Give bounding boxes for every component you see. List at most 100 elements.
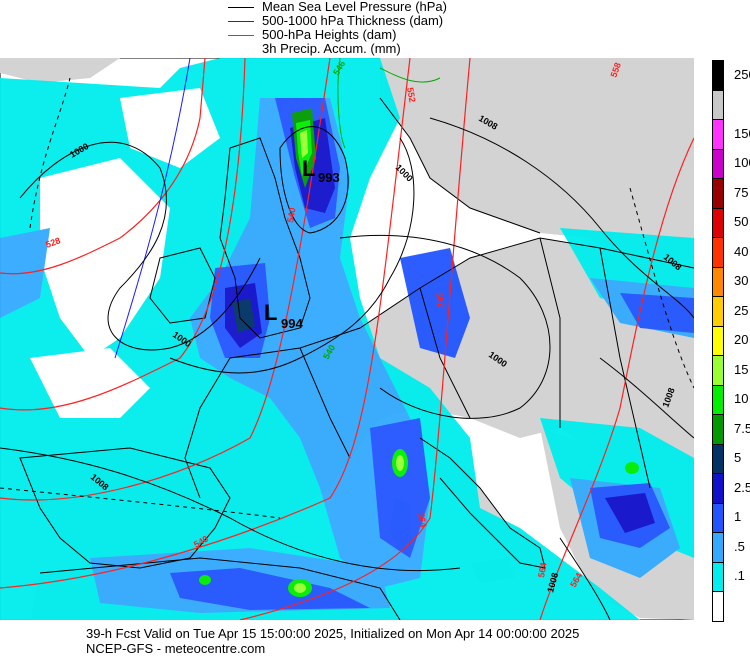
precip-area-5mm	[232, 298, 255, 333]
land-iceland	[0, 58, 120, 83]
legend-label: 500-1000 hPa Thickness (dam)	[262, 13, 444, 28]
height-label: 540	[285, 207, 297, 224]
colorbar-label: 2.5	[734, 479, 750, 495]
height-contour-528	[0, 58, 206, 275]
precip-shading	[0, 58, 694, 620]
colorbar-label: 40	[734, 243, 749, 259]
colorbar-label: 30	[734, 273, 749, 289]
colorbar-swatch	[712, 207, 724, 238]
precip-area-1mm-de	[400, 248, 470, 358]
coastlines	[19, 97, 694, 620]
colorbar-swatch	[712, 89, 724, 120]
height-contour-552	[0, 58, 331, 501]
coast-italy	[419, 437, 546, 569]
dashed-line-atlantic	[29, 77, 71, 229]
isobars	[0, 117, 694, 620]
colorbar-swatch	[712, 355, 724, 386]
colorbar-swatch	[712, 443, 724, 474]
colorbar-swatch	[712, 60, 724, 91]
weather-map: 1000 1000 1000 1008 1000 1008 1008 1008 …	[0, 58, 694, 620]
precip-cell-sardinia-core	[396, 455, 404, 471]
low-center-channel: L 994	[264, 300, 303, 331]
legend-item-precip: 3h Precip. Accum. (mm)	[228, 42, 447, 56]
height-label: 558	[608, 61, 623, 79]
isobar-1000-east	[339, 234, 551, 419]
border-lines	[299, 237, 651, 489]
dashed-lines	[0, 77, 694, 519]
thickness-contour-1	[114, 58, 191, 359]
dashed-line-east	[629, 187, 694, 389]
dry-area-biscay	[30, 348, 150, 418]
precip-area-2mm-balkan	[605, 493, 655, 533]
height-label: 552	[434, 292, 446, 309]
precip-cell-morocco	[199, 575, 211, 585]
colorbar-label: 1	[734, 509, 742, 525]
low-letter: L	[302, 156, 315, 181]
isobar-1000-center	[169, 137, 415, 374]
colorbar-swatch	[712, 119, 724, 150]
isobar-1008-balkan	[559, 537, 611, 620]
height-contour-540	[0, 58, 246, 411]
heights-line-swatch	[228, 34, 254, 36]
precip-area-1mm-it	[370, 418, 430, 558]
green-contour-2	[379, 67, 441, 83]
isobar-1008-south	[0, 447, 461, 572]
mslp-line-swatch	[228, 6, 254, 8]
low-pressure-centers: L 993 L 994	[264, 156, 340, 331]
height-label: 564	[416, 512, 428, 529]
colorbar-swatch	[712, 532, 724, 563]
thickness-contours	[114, 58, 191, 359]
dashed-line-west	[0, 487, 281, 519]
isobar-1008-north	[429, 117, 694, 319]
forecast-valid-text: 39-h Fcst Valid on Tue Apr 15 15:00:00 2…	[86, 626, 580, 641]
colorbar-swatch	[712, 296, 724, 327]
precip-area-1mm-africa	[170, 568, 370, 610]
colorbar-swatch	[712, 266, 724, 297]
coast-north-africa	[39, 557, 401, 620]
colorbar-label: 7.5	[734, 420, 750, 436]
legend-item-heights: 500-hPa Heights (dam)	[228, 28, 447, 42]
colorbar-swatch	[712, 473, 724, 504]
height-contour-east	[539, 137, 694, 620]
legend-label: 3h Precip. Accum. (mm)	[262, 41, 401, 56]
colorbar-label: 15	[734, 361, 749, 377]
thickness-line-swatch	[228, 20, 254, 22]
dry-area-north	[120, 88, 220, 168]
colorbar-label: .1	[734, 568, 745, 584]
colorbar-label: 10	[734, 391, 749, 407]
precip-cell-adriatic	[625, 462, 639, 474]
dry-area-atlantic	[40, 158, 170, 358]
legend-label: 500-hPa Heights (dam)	[262, 27, 397, 42]
colorbar-swatch	[712, 414, 724, 445]
height-label: 564	[536, 562, 548, 579]
low-center-north-sea: L 993	[302, 156, 340, 185]
green-contour-1	[337, 58, 346, 149]
precip-area-15mm	[300, 130, 308, 158]
height-contour-576	[239, 58, 471, 620]
legend-label: Mean Sea Level Pressure (hPa)	[262, 0, 447, 14]
colorbar-label: .5	[734, 538, 745, 554]
colorbar-label: 75	[734, 184, 749, 200]
isobar-around-low	[279, 126, 349, 234]
colorbar-swatch	[712, 561, 724, 592]
coast-scandinavia	[379, 97, 541, 234]
map-legend: Mean Sea Level Pressure (hPa) 500-1000 h…	[228, 0, 447, 56]
colorbar-label: 150	[734, 125, 750, 141]
colorbar-label: 100	[734, 155, 750, 171]
precip-area-mid	[190, 98, 430, 588]
coast-europe	[184, 237, 694, 499]
colorbar-swatch	[712, 591, 724, 622]
legend-item-mslp: Mean Sea Level Pressure (hPa)	[228, 0, 447, 14]
height-contours	[0, 58, 694, 620]
colorbar-label: 5	[734, 450, 742, 466]
coast-great-britain	[219, 137, 311, 339]
colorbar-label: 20	[734, 332, 749, 348]
low-letter: L	[264, 300, 277, 325]
isobar-1008-east	[599, 357, 694, 439]
colorbar-label: 25	[734, 302, 749, 318]
isobar-1000-west	[19, 141, 261, 351]
colorbar-swatch	[712, 178, 724, 209]
colorbar-label: 50	[734, 214, 749, 230]
low-value: 993	[318, 170, 340, 185]
source-credit: NCEP-GFS - meteocentre.com	[86, 641, 266, 656]
